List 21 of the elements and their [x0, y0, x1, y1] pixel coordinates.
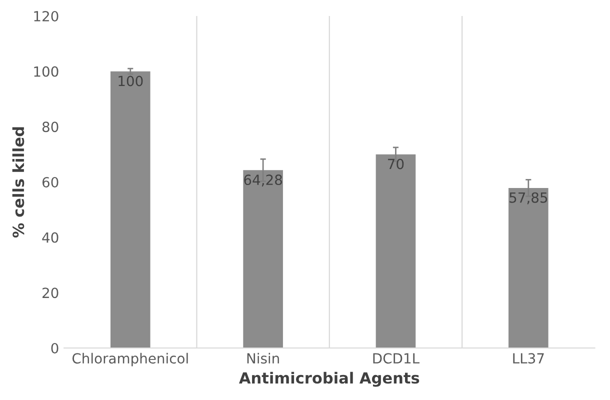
bar — [508, 188, 548, 348]
y-axis-title: % cells killed — [12, 127, 24, 238]
x-tick-label: LL37 — [513, 353, 544, 364]
y-tick-label: 100 — [34, 66, 58, 77]
bar — [243, 170, 283, 348]
y-tick-label: 40 — [42, 232, 58, 243]
y-tick-label: 20 — [42, 288, 58, 298]
y-tick-label: 80 — [42, 122, 58, 132]
y-tick-label: 60 — [42, 176, 58, 188]
y-tick-label: 120 — [34, 10, 58, 22]
x-tick-label: Chloramphenicol — [72, 352, 188, 366]
x-tick-label: Nisin — [247, 352, 279, 364]
x-axis-title: Antimicrobial Agents — [239, 372, 420, 387]
y-tick-label: 0 — [51, 342, 58, 354]
data-label: 64,28 — [244, 174, 282, 186]
data-label: 70 — [388, 158, 404, 170]
bar — [376, 154, 416, 348]
data-label: 57,85 — [510, 192, 548, 204]
bar — [110, 71, 150, 348]
data-label: 100 — [118, 76, 143, 86]
x-tick-label: DCD1L — [373, 353, 420, 364]
